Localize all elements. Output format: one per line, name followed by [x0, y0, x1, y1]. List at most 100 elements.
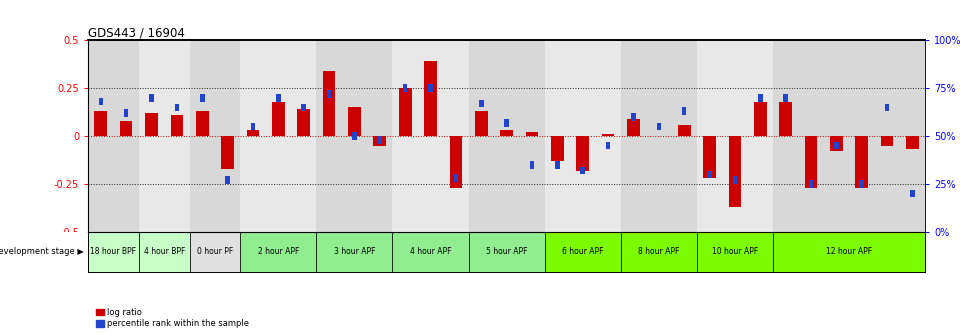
- Bar: [196, 111, 208, 136]
- Bar: [301, 103, 306, 111]
- Bar: [555, 161, 559, 169]
- Bar: [906, 136, 918, 150]
- Bar: [525, 132, 538, 136]
- Bar: [580, 167, 585, 174]
- Bar: [246, 130, 259, 136]
- Bar: [773, 40, 924, 232]
- Bar: [504, 119, 509, 127]
- Bar: [782, 94, 787, 101]
- Text: 2 hour APF: 2 hour APF: [257, 248, 298, 256]
- Bar: [88, 232, 139, 272]
- Bar: [804, 136, 817, 188]
- Bar: [348, 108, 361, 136]
- Text: 12 hour APF: 12 hour APF: [825, 248, 871, 256]
- Bar: [551, 136, 563, 161]
- Text: 8 hour APF: 8 hour APF: [638, 248, 679, 256]
- Bar: [474, 111, 487, 136]
- Bar: [728, 136, 740, 207]
- Text: GDS443 / 16904: GDS443 / 16904: [88, 26, 185, 39]
- Bar: [773, 232, 924, 272]
- Bar: [297, 109, 310, 136]
- Bar: [403, 84, 407, 92]
- Bar: [119, 121, 132, 136]
- Bar: [808, 180, 813, 188]
- Bar: [605, 142, 609, 150]
- Bar: [272, 101, 285, 136]
- Bar: [139, 40, 190, 232]
- Bar: [453, 174, 458, 182]
- Bar: [225, 176, 230, 184]
- Bar: [240, 40, 316, 232]
- Bar: [190, 232, 240, 272]
- Bar: [884, 103, 888, 111]
- Bar: [145, 113, 157, 136]
- Bar: [478, 100, 483, 108]
- Text: 5 hour APF: 5 hour APF: [485, 248, 527, 256]
- Bar: [250, 123, 255, 130]
- Bar: [468, 232, 544, 272]
- Legend: log ratio, percentile rank within the sample: log ratio, percentile rank within the sa…: [92, 305, 252, 332]
- Bar: [529, 161, 534, 169]
- Bar: [221, 136, 234, 169]
- Bar: [139, 232, 190, 272]
- Bar: [276, 94, 281, 101]
- Bar: [468, 40, 544, 232]
- Bar: [392, 232, 468, 272]
- Bar: [544, 40, 620, 232]
- Bar: [323, 71, 335, 136]
- Bar: [500, 130, 512, 136]
- Bar: [190, 40, 240, 232]
- Bar: [327, 90, 331, 98]
- Bar: [656, 123, 660, 130]
- Text: 4 hour APF: 4 hour APF: [410, 248, 451, 256]
- Bar: [392, 40, 468, 232]
- Bar: [316, 40, 392, 232]
- Bar: [855, 136, 867, 188]
- Bar: [910, 190, 913, 197]
- Text: 6 hour APF: 6 hour APF: [561, 248, 602, 256]
- Bar: [631, 113, 635, 121]
- Text: 10 hour APF: 10 hour APF: [711, 248, 757, 256]
- Bar: [149, 94, 154, 101]
- Bar: [757, 94, 762, 101]
- Text: 4 hour BPF: 4 hour BPF: [144, 248, 185, 256]
- Bar: [398, 88, 411, 136]
- Bar: [352, 132, 356, 140]
- Bar: [200, 94, 204, 101]
- Bar: [240, 232, 316, 272]
- Text: 0 hour PF: 0 hour PF: [197, 248, 233, 256]
- Bar: [682, 108, 686, 115]
- Bar: [94, 111, 107, 136]
- Text: development stage ▶: development stage ▶: [0, 248, 83, 256]
- Bar: [696, 40, 773, 232]
- Bar: [627, 119, 640, 136]
- Bar: [732, 176, 736, 184]
- Bar: [576, 136, 589, 171]
- Bar: [544, 232, 620, 272]
- Bar: [88, 40, 139, 232]
- Bar: [427, 84, 432, 92]
- Bar: [449, 136, 462, 188]
- Text: 3 hour APF: 3 hour APF: [333, 248, 375, 256]
- Bar: [706, 171, 711, 178]
- Bar: [378, 136, 381, 144]
- Bar: [99, 98, 103, 106]
- Bar: [829, 136, 842, 152]
- Bar: [880, 136, 893, 146]
- Bar: [423, 61, 436, 136]
- Bar: [778, 101, 791, 136]
- Bar: [316, 232, 392, 272]
- Bar: [124, 109, 128, 117]
- Bar: [702, 136, 715, 178]
- Bar: [753, 101, 766, 136]
- Bar: [620, 232, 696, 272]
- Bar: [677, 125, 689, 136]
- Bar: [601, 134, 614, 136]
- Bar: [174, 103, 179, 111]
- Bar: [696, 232, 773, 272]
- Text: 18 hour BPF: 18 hour BPF: [90, 248, 136, 256]
- Bar: [170, 115, 183, 136]
- Bar: [373, 136, 385, 146]
- Bar: [859, 180, 864, 188]
- Bar: [620, 40, 696, 232]
